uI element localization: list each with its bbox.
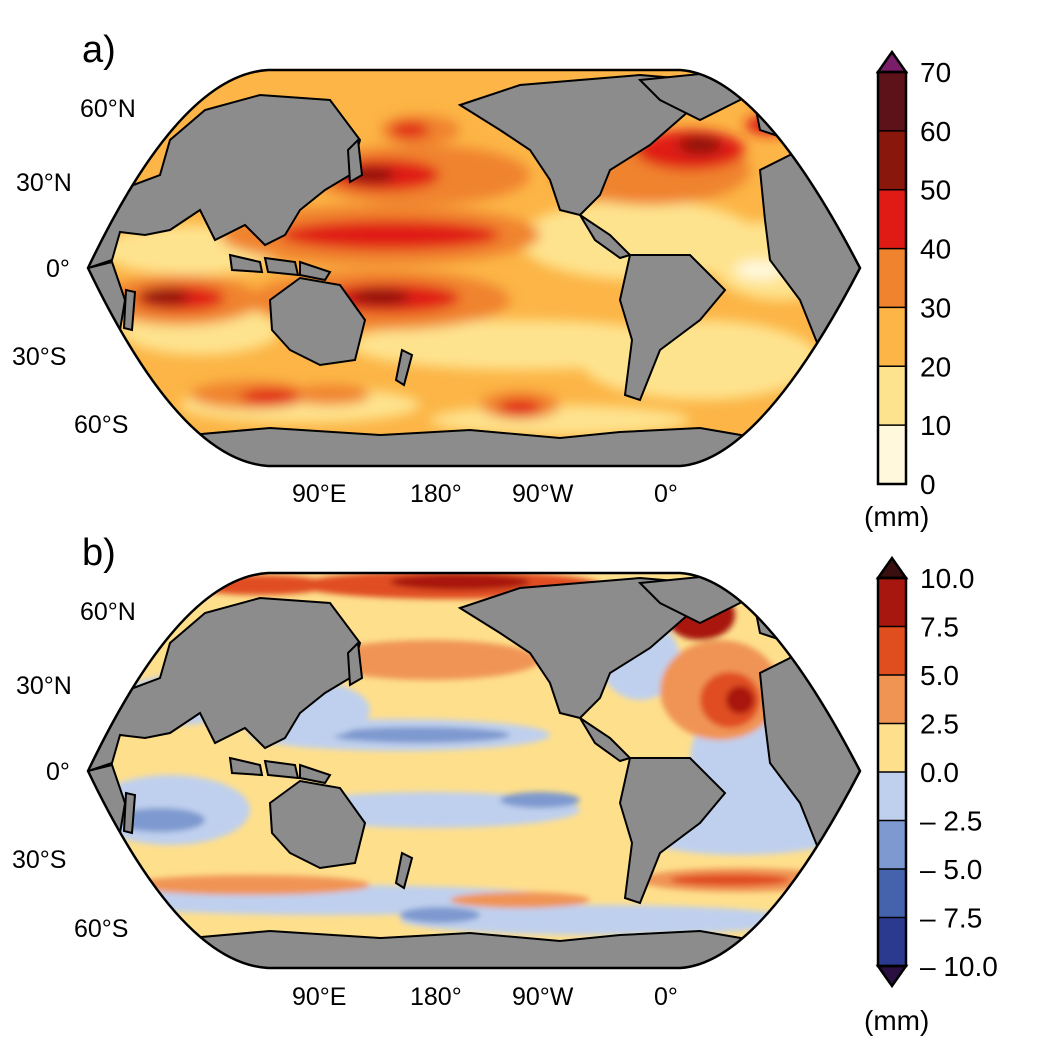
- colorbar-band: [878, 307, 906, 367]
- colorbar-tick-label: 0.0: [920, 757, 959, 788]
- lon-label-90e: 90°E: [292, 983, 346, 1011]
- map-field: [88, 573, 860, 968]
- colorbar-band: [878, 366, 906, 426]
- colorbar-band: [878, 248, 906, 308]
- colorbar-tick-label: 20: [920, 351, 951, 382]
- lat-label-0: 0°: [46, 758, 70, 786]
- map-field: [88, 70, 860, 466]
- colorbar-band: [878, 72, 906, 132]
- lat-label-60n: 60°N: [80, 95, 136, 123]
- colorbar-band: [878, 723, 906, 773]
- colorbar-tick-label: 7.5: [920, 612, 959, 643]
- lon-label-90w: 90°W: [512, 480, 574, 508]
- lat-label-60n: 60°N: [80, 598, 136, 626]
- lon-label-90e: 90°E: [292, 480, 346, 508]
- colorbar-tick-label: – 7.5: [920, 903, 982, 934]
- colorbar-tick-label: 10.0: [920, 563, 975, 594]
- colorbar-b: 10.0 7.5 5.0 2.5 0.0 – 2.5 – 5.0 – 7.5 – 10.0 (m…: [864, 555, 998, 1036]
- colorbar-tick-label: 10: [920, 410, 951, 441]
- colorbar-band: [878, 820, 906, 870]
- colorbar-tick-label: 2.5: [920, 709, 959, 740]
- panel-label: a): [82, 29, 116, 71]
- colorbar-band: [878, 578, 906, 627]
- lat-label-60s: 60°S: [74, 915, 128, 943]
- colorbar-tick-label: – 10.0: [920, 951, 998, 982]
- lat-label-0: 0°: [46, 255, 70, 283]
- colorbar-tick-label: 40: [920, 234, 951, 265]
- lon-label-180: 180°: [410, 480, 462, 508]
- panel-b: b): [12, 532, 998, 1036]
- colorbar-band: [878, 130, 906, 191]
- lat-label-30s: 30°S: [12, 846, 66, 874]
- lat-label-30n: 30°N: [16, 672, 72, 700]
- colorbar-band: [878, 425, 906, 485]
- colorbar-a: 70 60 50 40 30 20 10 0 (mm): [864, 49, 951, 532]
- lon-label-180: 180°: [410, 983, 462, 1011]
- colorbar-tick-label: 50: [920, 175, 951, 206]
- colorbar-band: [878, 189, 906, 250]
- lat-label-30n: 30°N: [16, 169, 72, 197]
- map-frame: [86, 571, 862, 970]
- lon-label-90w: 90°W: [512, 983, 574, 1011]
- lon-label-0: 0°: [654, 983, 678, 1011]
- colorbar-band: [878, 626, 906, 676]
- colorbar-unit: (mm): [864, 501, 929, 532]
- colorbar-tick-label: 0: [920, 469, 936, 500]
- colorbar-tick-label: – 5.0: [920, 854, 982, 885]
- colorbar-tick-label: 70: [920, 57, 951, 88]
- panel-label: b): [82, 532, 116, 574]
- colorbar-tick-label: 5.0: [920, 660, 959, 691]
- lat-label-60s: 60°S: [74, 411, 128, 439]
- lat-label-30s: 30°S: [12, 343, 66, 371]
- colorbar-tick-label: – 2.5: [920, 806, 982, 837]
- colorbar-band: [878, 869, 906, 918]
- colorbar-tick-label: 60: [920, 116, 951, 147]
- map-frame: [86, 68, 862, 468]
- colorbar-band: [878, 675, 906, 724]
- colorbar-tick-label: 30: [920, 292, 951, 323]
- panel-a: a): [12, 29, 951, 532]
- colorbar-band: [878, 917, 906, 967]
- lon-label-0: 0°: [654, 480, 678, 508]
- colorbar-band: [878, 772, 906, 821]
- colorbar-unit: (mm): [864, 1005, 929, 1036]
